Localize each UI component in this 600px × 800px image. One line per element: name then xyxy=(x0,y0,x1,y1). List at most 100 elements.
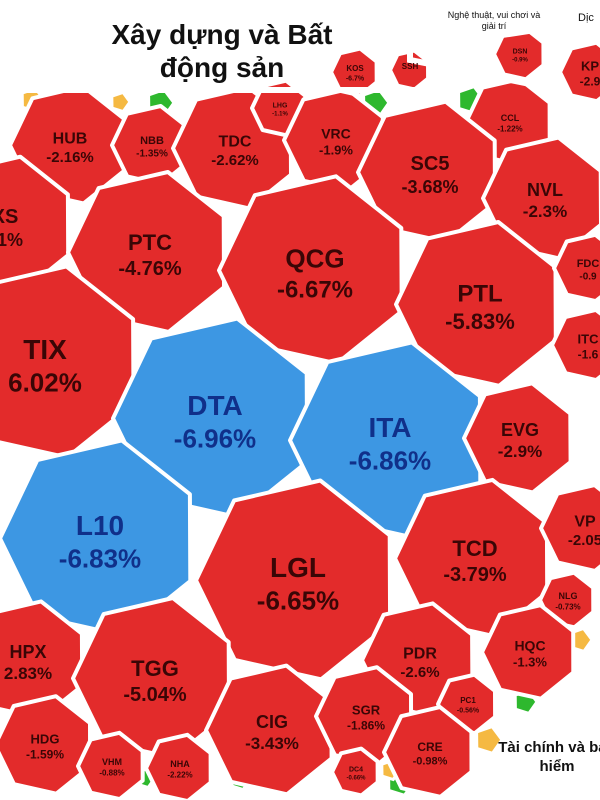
cell-hqc[interactable] xyxy=(480,603,576,701)
cell-ticker-lhg: LHG xyxy=(273,102,288,109)
cell-change-hdg: -1.59% xyxy=(26,748,64,762)
cell-change-tgg: -5.04% xyxy=(123,684,187,706)
cell-ticker-kp: KP xyxy=(581,59,599,74)
cell-ticker-cre: CRE xyxy=(417,740,442,754)
cell-change-kos: -6.7% xyxy=(346,75,365,82)
cell-change-xs: 41% xyxy=(0,230,23,250)
cell-ticker-nvl: NVL xyxy=(527,180,563,200)
sector-title-finance: Tài chính và bảo hiểm xyxy=(498,739,600,775)
cell-ticker-ptl: PTL xyxy=(457,281,502,308)
cell-ticker-tix: TIX xyxy=(23,334,67,365)
cell-change-pdr: -2.6% xyxy=(400,664,439,681)
cell-dta[interactable] xyxy=(111,316,310,520)
cell-change-cre: -0.98% xyxy=(413,756,448,768)
cell-qcg[interactable] xyxy=(217,174,404,366)
cell-ticker-lgl: LGL xyxy=(270,552,326,583)
cell-change-kp: -2.9 xyxy=(580,75,600,89)
cell-ticker-tdc: TDC xyxy=(219,133,252,150)
cell-xs[interactable] xyxy=(0,154,71,296)
cell-ticker-pc1: PC1 xyxy=(460,696,476,705)
cell-ticker-cig: CIG xyxy=(256,712,288,732)
sector-title-entertainment: Nghệ thuật, vui chơi và giải trí xyxy=(447,10,541,31)
cell-vhm[interactable] xyxy=(76,730,145,800)
cell-ticker-hpx: HPX xyxy=(9,642,46,662)
cell-ticker-qcg: QCG xyxy=(285,243,344,273)
cell-ticker-hub: HUB xyxy=(53,130,88,147)
cell-ticker-sc5: SC5 xyxy=(411,153,450,175)
cell-change-nbb: -1.35% xyxy=(136,149,168,160)
cell-change-lhg: -1.1% xyxy=(272,111,288,117)
cell-ticker-sgr: SGR xyxy=(352,703,381,718)
cell-ticker-vrc: VRC xyxy=(321,126,351,142)
cell-fdc[interactable] xyxy=(552,232,600,304)
sector-title-construction-realestate: Xây dựng và Bất động sản xyxy=(111,19,333,83)
cell-ticker-nbb: NBB xyxy=(140,135,164,147)
cell-ticker-ccl: CCL xyxy=(501,113,520,123)
cell-vp[interactable] xyxy=(539,483,600,573)
cell-ticker-l10: L10 xyxy=(76,510,124,541)
cell-tix[interactable] xyxy=(0,264,136,460)
cell-kos[interactable] xyxy=(329,46,379,98)
cell-change-nha: -2.22% xyxy=(167,770,192,779)
cell-cre[interactable] xyxy=(382,705,474,799)
cell-ticker-nlg: NLG xyxy=(559,591,578,601)
cell-ticker-tgg: TGG xyxy=(131,656,179,681)
cell-change-nlg: -0.73% xyxy=(555,602,580,611)
cell-itc[interactable] xyxy=(550,307,600,383)
cell-hdg[interactable] xyxy=(0,694,93,796)
cell-change-tcd: -3.79% xyxy=(443,564,507,586)
cell-ticker-dta: DTA xyxy=(187,390,242,421)
cell-change-dc4: -0.66% xyxy=(346,775,366,781)
cell-change-ita: -6.86% xyxy=(349,445,431,475)
cell-sc5[interactable] xyxy=(356,99,497,245)
cell-change-dta: -6.96% xyxy=(174,423,256,453)
cell-change-evg: -2.9% xyxy=(498,442,542,461)
cell-change-l10: -6.83% xyxy=(59,543,141,573)
cell-l10[interactable] xyxy=(0,438,193,638)
filler-cell xyxy=(110,90,132,114)
cell-change-qcg: -6.67% xyxy=(277,276,353,303)
cell-ticker-dc4: DC4 xyxy=(349,766,363,773)
cell-change-vp: -2.05 xyxy=(568,532,600,549)
cell-ticker-itc: ITC xyxy=(578,332,600,347)
cell-ticker-vp: VP xyxy=(574,513,596,530)
cell-ticker-hdg: HDG xyxy=(31,732,60,747)
cell-change-lgl: -6.65% xyxy=(257,585,339,615)
cell-ticker-xs: XS xyxy=(0,206,18,228)
cell-dc4[interactable] xyxy=(330,746,380,798)
sector-divider xyxy=(407,0,600,133)
cell-ticker-hqc: HQC xyxy=(514,638,545,654)
cell-ticker-kos: KOS xyxy=(346,64,364,73)
cell-change-ccl: -1.22% xyxy=(497,124,522,133)
cell-ptl[interactable] xyxy=(394,220,558,388)
cell-ticker-ptc: PTC xyxy=(128,230,172,255)
cell-kp[interactable] xyxy=(558,40,600,104)
cell-change-tix: 6.02% xyxy=(8,367,82,397)
cell-ticker-nha: NHA xyxy=(170,759,190,769)
cell-ticker-evg: EVG xyxy=(501,420,539,440)
cell-ticker-ita: ITA xyxy=(368,412,411,443)
cell-change-fdc: -0.9 xyxy=(579,272,597,283)
cell-change-vhm: -0.88% xyxy=(99,768,124,777)
cell-evg[interactable] xyxy=(462,381,573,495)
cell-change-tdc: -2.62% xyxy=(211,152,259,169)
cell-change-dsn: -0.9% xyxy=(512,57,528,63)
sector-title-services: Dịc xyxy=(578,12,594,24)
sector-divider xyxy=(477,657,600,800)
cell-change-hqc: -1.3% xyxy=(513,655,547,670)
cell-change-pc1: -0.56% xyxy=(457,707,480,714)
cell-ticker-tcd: TCD xyxy=(452,536,497,561)
cell-change-sgr: -1.86% xyxy=(347,719,385,733)
cell-change-vrc: -1.9% xyxy=(319,143,353,158)
cell-ticker-dsn: DSN xyxy=(513,48,528,55)
labels-layer: HUB-2.16%NBB-1.35%TDC-2.62%LHG-1.1%VRC-1… xyxy=(0,48,600,781)
cell-nha[interactable] xyxy=(144,732,213,800)
cell-change-ptl: -5.83% xyxy=(445,309,515,334)
cell-ticker-ssh: SSH xyxy=(402,62,419,71)
cell-change-hub: -2.16% xyxy=(46,149,94,166)
cell-change-itc: -1.6 xyxy=(578,348,599,362)
cell-change-nvl: -2.3% xyxy=(523,202,567,221)
